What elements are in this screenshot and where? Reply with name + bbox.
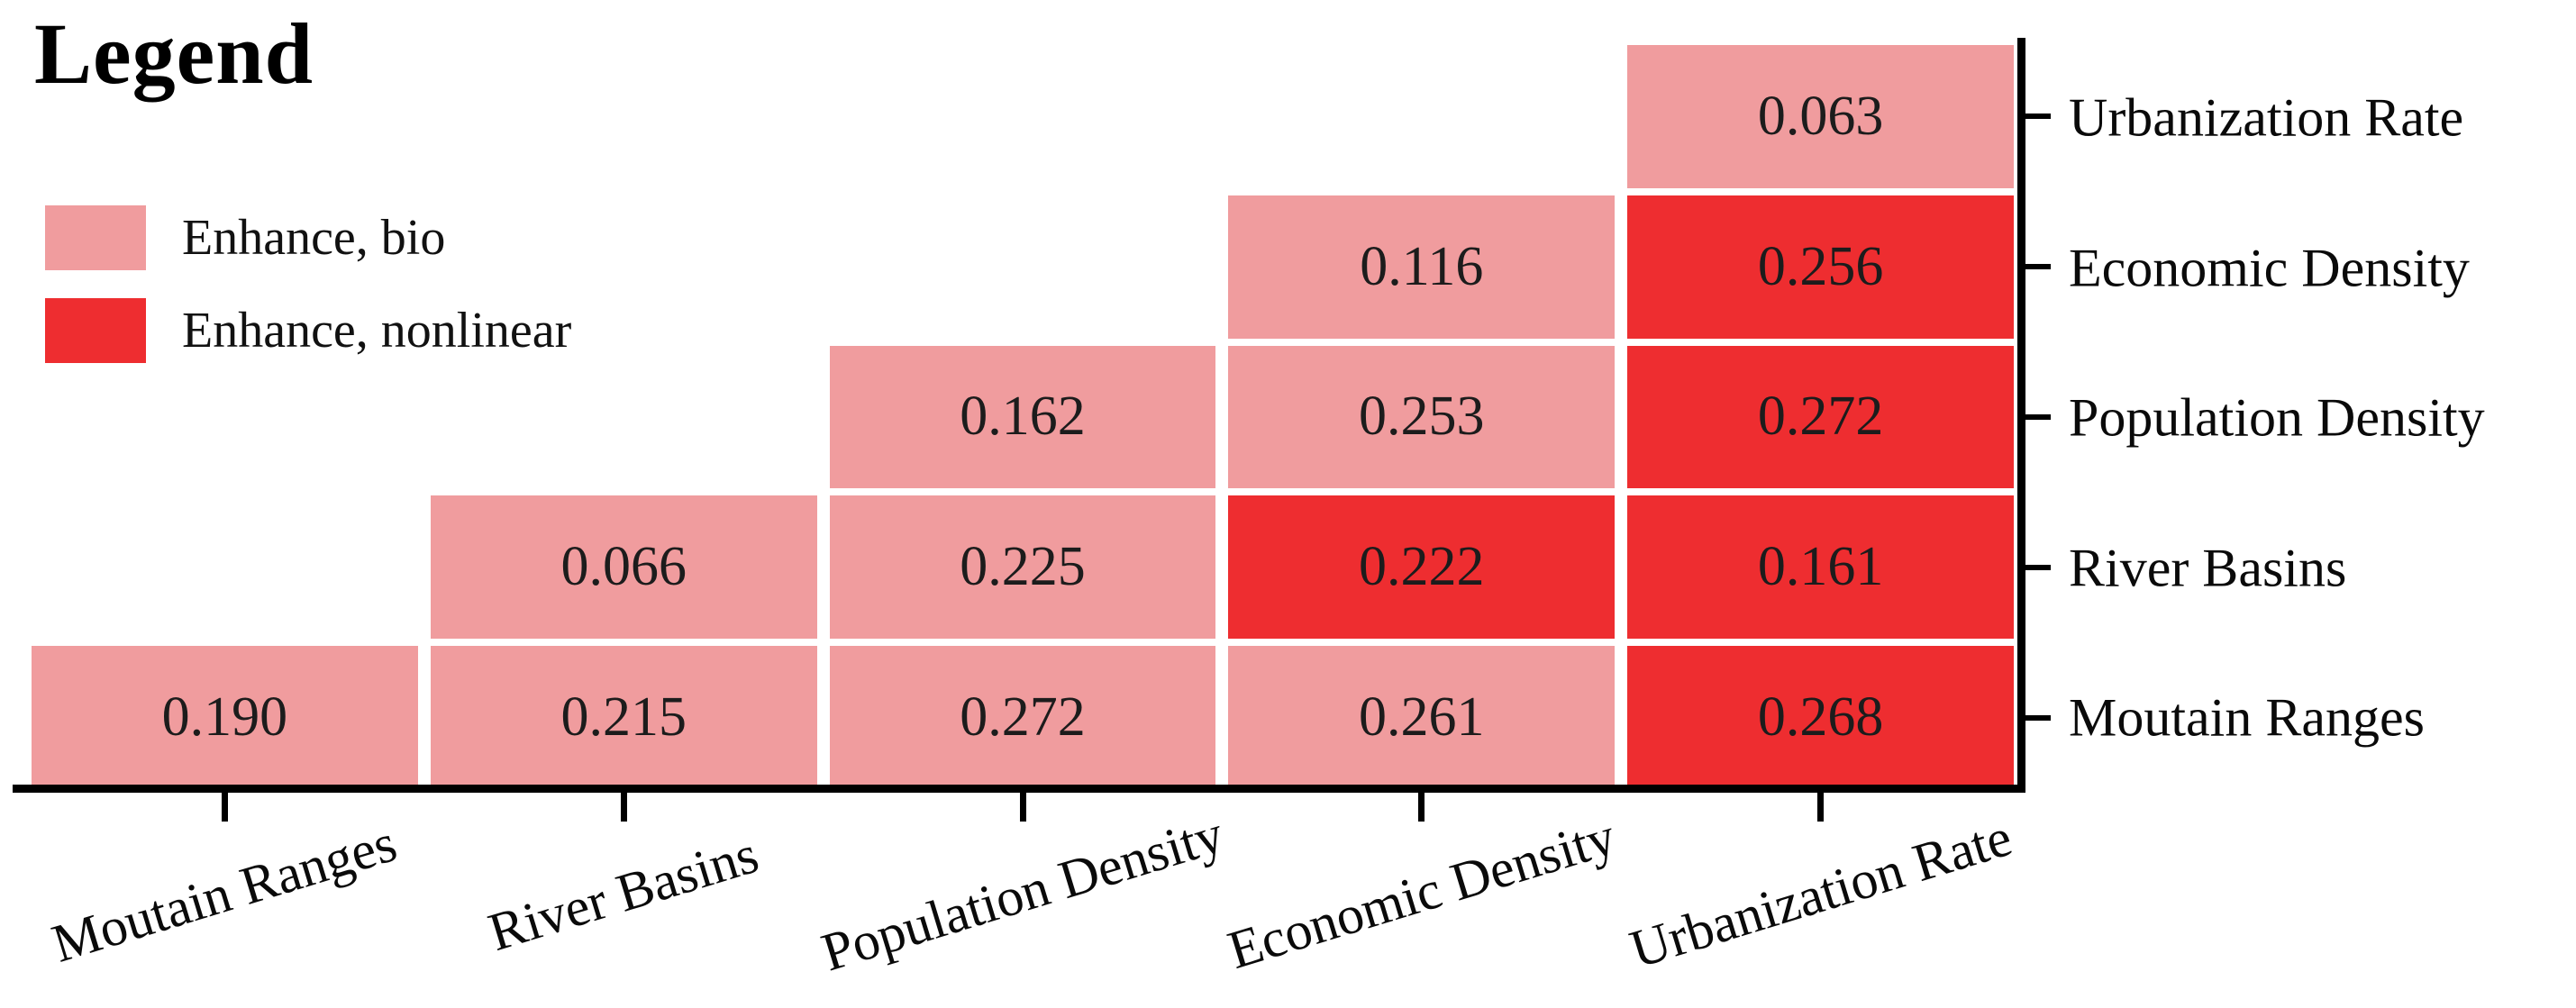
x-tick bbox=[222, 793, 228, 822]
y-tick bbox=[2025, 114, 2051, 119]
y-tick bbox=[2025, 414, 2051, 420]
matrix-cell: 0.063 bbox=[1627, 45, 2014, 188]
x-axis-label: Urbanization Rate bbox=[1623, 806, 2019, 980]
matrix-cell: 0.222 bbox=[1228, 495, 1616, 640]
y-axis-label: River Basins bbox=[2069, 538, 2347, 598]
x-axis-label: Population Density bbox=[815, 804, 1231, 983]
x-axis-line bbox=[13, 785, 2025, 793]
matrix-cell: 0.272 bbox=[829, 646, 1216, 789]
y-axis-label: Economic Density bbox=[2069, 238, 2470, 298]
matrix-cell: 0.268 bbox=[1627, 646, 2014, 789]
heatmap-grid: 0.063 0.116 0.256 0.162 0.253 0.272 0.06… bbox=[32, 45, 2014, 789]
matrix-cell: 0.161 bbox=[1627, 495, 2014, 640]
x-tick bbox=[1817, 793, 1824, 822]
legend-swatch-nonlinear-icon bbox=[45, 298, 146, 363]
x-tick bbox=[1418, 793, 1425, 822]
x-tick bbox=[1020, 793, 1026, 822]
y-tick bbox=[2025, 264, 2051, 269]
x-axis-label: Moutain Ranges bbox=[45, 813, 404, 974]
y-axis-label: Moutain Ranges bbox=[2069, 687, 2425, 748]
legend-item-bio: Enhance, bio bbox=[45, 205, 445, 270]
matrix-cell: 0.066 bbox=[430, 495, 817, 640]
y-axis-label: Population Density bbox=[2069, 387, 2485, 448]
matrix-cell: 0.253 bbox=[1228, 345, 1616, 489]
matrix-cell: 0.215 bbox=[430, 646, 817, 789]
matrix-cell: 0.256 bbox=[1627, 195, 2014, 339]
y-tick bbox=[2025, 565, 2051, 570]
x-axis-label: Economic Density bbox=[1221, 805, 1623, 981]
y-axis-line bbox=[2017, 38, 2025, 793]
x-tick bbox=[621, 793, 627, 822]
x-axis-label: River Basins bbox=[481, 823, 765, 963]
legend-swatch-bio-icon bbox=[45, 205, 146, 270]
matrix-cell: 0.116 bbox=[1228, 195, 1616, 339]
legend-item-nonlinear: Enhance, nonlinear bbox=[45, 298, 571, 363]
matrix-cell: 0.261 bbox=[1228, 646, 1616, 789]
legend-label-bio: Enhance, bio bbox=[182, 210, 446, 266]
matrix-cell: 0.162 bbox=[829, 345, 1216, 489]
y-axis-label: Urbanization Rate bbox=[2069, 87, 2464, 148]
matrix-cell: 0.225 bbox=[829, 495, 1216, 640]
y-tick bbox=[2025, 715, 2051, 721]
legend-title: Legend bbox=[34, 5, 314, 102]
legend-label-nonlinear: Enhance, nonlinear bbox=[182, 303, 572, 359]
matrix-cell: 0.272 bbox=[1627, 345, 2014, 489]
matrix-cell: 0.190 bbox=[32, 646, 418, 789]
